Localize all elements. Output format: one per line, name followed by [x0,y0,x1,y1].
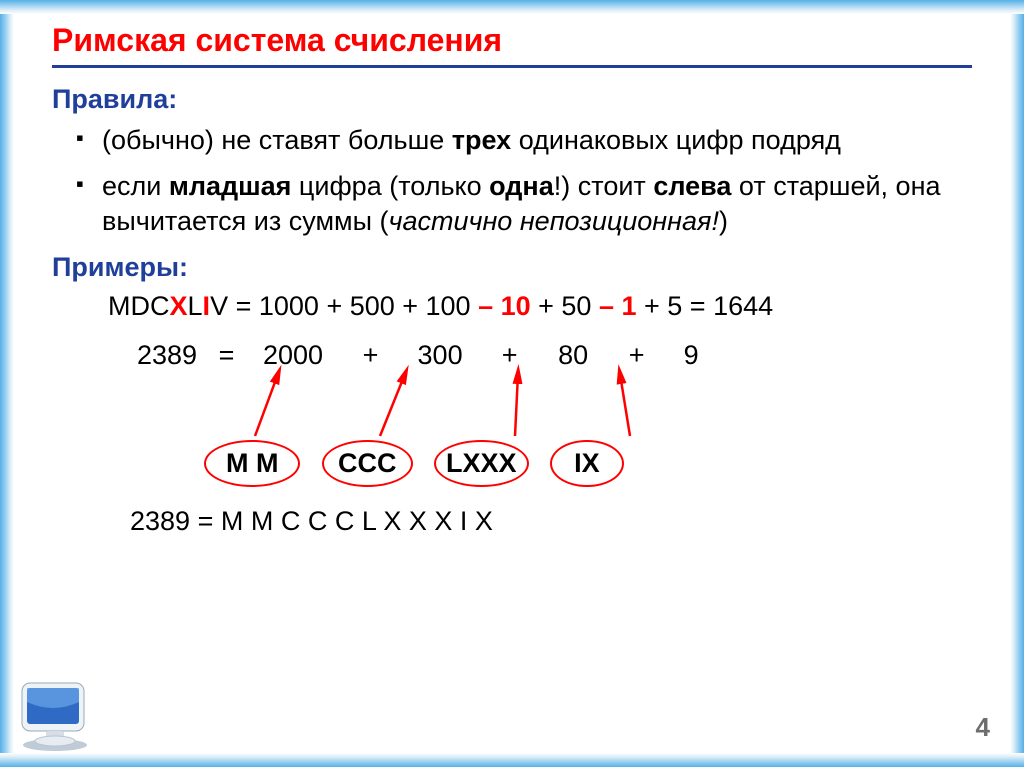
oval-ccc: CCC [322,440,413,487]
rule-text: ) [719,206,728,236]
ex1-roman: V [210,291,228,321]
example-1: MDCXLIV = 1000 + 500 + 100 – 10 + 50 – 1… [108,291,972,322]
rule-bold: младшая [169,171,292,201]
ex2-final-lhs: 2389 = [130,506,221,536]
ex2-final: 2389 = M M C C C L X X X I X [130,506,972,537]
ex2-final-rhs: M M C C C L X X X I X [221,506,493,536]
rule-text: если [102,171,169,201]
ex1-eq: = [228,291,259,321]
ex1-term: + 500 + 100 [319,291,471,321]
rule-italic: частично непозиционная! [388,206,719,236]
ex1-roman-red: I [203,291,211,321]
ex2-ovals: M M CCC LXXX IX [204,440,638,487]
ex1-term: + 50 [531,291,592,321]
examples-heading: Примеры: [52,252,972,283]
ex1-roman-red: X [170,291,188,321]
rule-bold: одна [489,171,554,201]
rule-text: цифра (только [291,171,489,201]
rule-bold: трех [452,125,511,155]
example-2: 2389 = 2000 + 300 + 80 + 9 [130,340,972,500]
monitor-icon [16,679,94,753]
rules-heading: Правила: [52,84,972,115]
ex1-term: 1000 [259,291,319,321]
rules-list: (обычно) не ставят больше трех одинаковы… [76,123,972,240]
ex1-minus: – 10 [471,291,531,321]
slide-title: Римская система счисления [52,22,972,59]
slide-frame: Римская система счисления Правила: (обыч… [0,0,1024,767]
page-number: 4 [976,712,990,743]
oval-lxxx: LXXX [434,440,529,487]
title-rule [52,65,972,68]
ex1-result: = 1644 [682,291,773,321]
ex1-roman: MDC [108,291,170,321]
rule-item: (обычно) не ставят больше трех одинаковы… [76,123,972,159]
slide-body: Римская система счисления Правила: (обыч… [14,14,1010,753]
oval-mm: M M [204,440,300,487]
ex1-term: + 5 [637,291,683,321]
rule-text: (обычно) не ставят больше [102,125,452,155]
rule-text: ) стоит [561,171,653,201]
rule-text: одинаковых цифр подряд [511,125,841,155]
ex1-minus: – 1 [591,291,636,321]
ex1-roman: L [188,291,203,321]
rule-bold: слева [653,171,731,201]
rule-item: если младшая цифра (только одна!) стоит … [76,169,972,240]
oval-ix: IX [550,440,624,487]
